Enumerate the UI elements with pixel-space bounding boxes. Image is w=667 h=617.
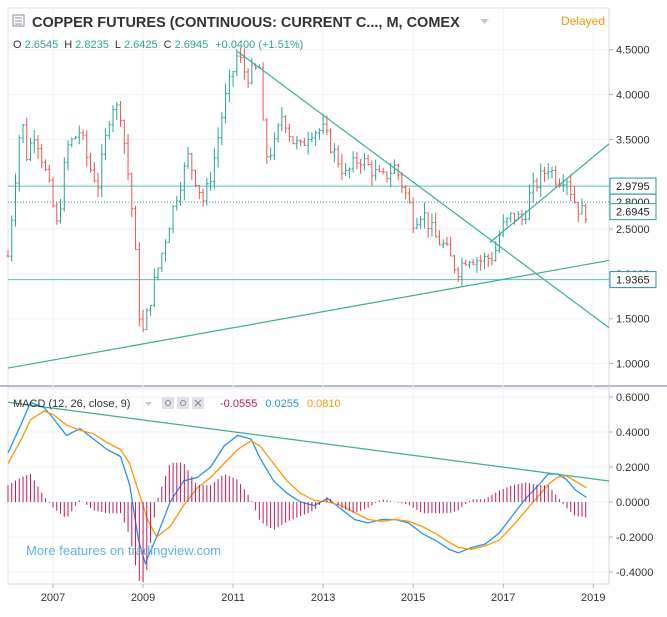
watermark[interactable]: More features on tradingview.com bbox=[26, 543, 221, 558]
macd-trend-line bbox=[7, 401, 610, 482]
price-tick-label: 1.0000 bbox=[616, 359, 650, 371]
time-tick-label: 2015 bbox=[401, 592, 425, 604]
time-tick-label: 2011 bbox=[221, 592, 245, 604]
trend-line bbox=[489, 143, 610, 243]
horizontal-levels bbox=[8, 185, 609, 281]
macd-axis-ticks: 0.6000 0.4000 0.2000 0.0000 -0.2000 -0.4000 bbox=[609, 392, 653, 579]
macd-tick-label: 0.6000 bbox=[616, 392, 650, 404]
time-tick-label: 2009 bbox=[131, 592, 155, 604]
price-label-text: 1.9365 bbox=[616, 275, 650, 287]
change-value: +0.0400 (+1.51%) bbox=[215, 39, 303, 51]
close-value: 2.6945 bbox=[175, 39, 209, 51]
price-label: 2.9795 bbox=[609, 177, 657, 195]
macd-label: MACD (12, 26, close, 9) bbox=[13, 398, 130, 410]
macd-lines bbox=[7, 401, 587, 566]
price-label: 2.6945 bbox=[609, 203, 657, 221]
symbol-title[interactable]: COPPER FUTURES (CONTINUOUS: CURRENT C...… bbox=[32, 15, 460, 31]
grid bbox=[8, 8, 609, 584]
settings-icon[interactable] bbox=[177, 397, 189, 409]
open-label: O bbox=[13, 39, 22, 51]
macd-signal-value: 0.0810 bbox=[307, 398, 341, 410]
price-label-text: 2.9795 bbox=[616, 181, 650, 193]
macd-dropdown-icon[interactable] bbox=[145, 402, 152, 406]
price-label-text: 2.6945 bbox=[616, 207, 650, 219]
price-label: 1.9365 bbox=[609, 271, 657, 289]
price-label-box bbox=[609, 271, 657, 289]
high-label: H bbox=[64, 39, 72, 51]
low-value: 2.6425 bbox=[124, 39, 158, 51]
ohlc-legend: O 2.6545 H 2.8235 L 2.6425 C 2.6945 +0.0400 (+1.… bbox=[13, 39, 303, 51]
price-label-box bbox=[609, 203, 657, 221]
macd-histogram bbox=[7, 462, 587, 583]
time-tick-label: 2017 bbox=[491, 592, 515, 604]
time-tick-label: 2013 bbox=[311, 592, 335, 604]
symbol-dropdown-icon[interactable] bbox=[480, 19, 489, 24]
trend-line bbox=[237, 51, 610, 329]
time-tick-label: 2019 bbox=[581, 592, 605, 604]
price-pane[interactable] bbox=[7, 7, 610, 387]
candles bbox=[6, 47, 588, 333]
trend-line bbox=[7, 259, 610, 369]
price-tick-label: 4.0000 bbox=[616, 90, 650, 102]
macd-tick-label: 0.0000 bbox=[616, 497, 650, 509]
open-value: 2.6545 bbox=[25, 39, 59, 51]
macd-tick-label: -0.2000 bbox=[616, 532, 653, 544]
close-label: C bbox=[164, 39, 172, 51]
macd-tick-label: -0.4000 bbox=[616, 567, 653, 579]
collapse-icon[interactable] bbox=[12, 14, 25, 27]
macd-pane-controls bbox=[162, 397, 204, 409]
delayed-status: Delayed bbox=[561, 14, 605, 28]
low-label: L bbox=[115, 39, 121, 51]
macd-tick-label: 0.4000 bbox=[616, 427, 650, 439]
price-tick-label: 1.5000 bbox=[616, 314, 650, 326]
macd-hist-value: -0.0555 bbox=[220, 398, 257, 410]
price-tick-label: 2.5000 bbox=[616, 224, 650, 236]
time-tick-label: 2007 bbox=[41, 592, 65, 604]
macd-pane[interactable] bbox=[7, 387, 610, 585]
macd-tick-label: 0.2000 bbox=[616, 462, 650, 474]
time-axis-labels: 2007 2009 2011 2013 2015 2017 2019 bbox=[41, 584, 605, 604]
high-value: 2.8235 bbox=[75, 39, 109, 51]
trend-lines bbox=[7, 51, 610, 482]
macd-line bbox=[7, 401, 587, 566]
price-tick-label: 3.5000 bbox=[616, 134, 650, 146]
macd-values: -0.0555 0.0255 0.0810 bbox=[220, 398, 341, 410]
price-tick-label: 4.5000 bbox=[616, 45, 650, 57]
macd-legend: MACD (12, 26, close, 9) bbox=[13, 398, 130, 410]
signal-line bbox=[7, 410, 587, 550]
macd-line-value: 0.0255 bbox=[265, 398, 299, 410]
eye-icon[interactable] bbox=[162, 397, 174, 409]
